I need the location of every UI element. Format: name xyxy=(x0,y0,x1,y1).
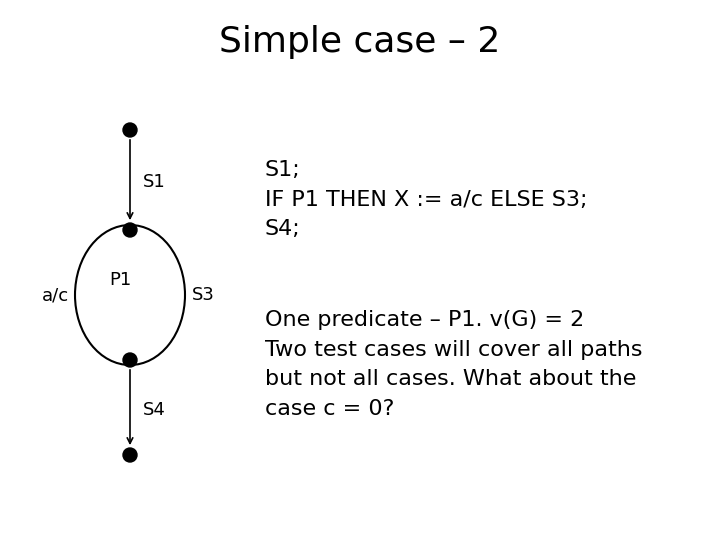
Text: S4: S4 xyxy=(143,401,166,419)
Text: S1;
IF P1 THEN X := a/c ELSE S3;
S4;: S1; IF P1 THEN X := a/c ELSE S3; S4; xyxy=(265,160,588,239)
Text: One predicate – P1. v(G) = 2
Two test cases will cover all paths
but not all cas: One predicate – P1. v(G) = 2 Two test ca… xyxy=(265,310,642,419)
Text: S1: S1 xyxy=(143,173,166,191)
Circle shape xyxy=(123,448,137,462)
Text: a/c: a/c xyxy=(42,286,68,304)
Text: Simple case – 2: Simple case – 2 xyxy=(220,25,500,59)
Circle shape xyxy=(123,223,137,237)
Circle shape xyxy=(123,123,137,137)
Text: P1: P1 xyxy=(109,271,131,289)
Text: S3: S3 xyxy=(192,286,215,304)
Circle shape xyxy=(123,353,137,367)
